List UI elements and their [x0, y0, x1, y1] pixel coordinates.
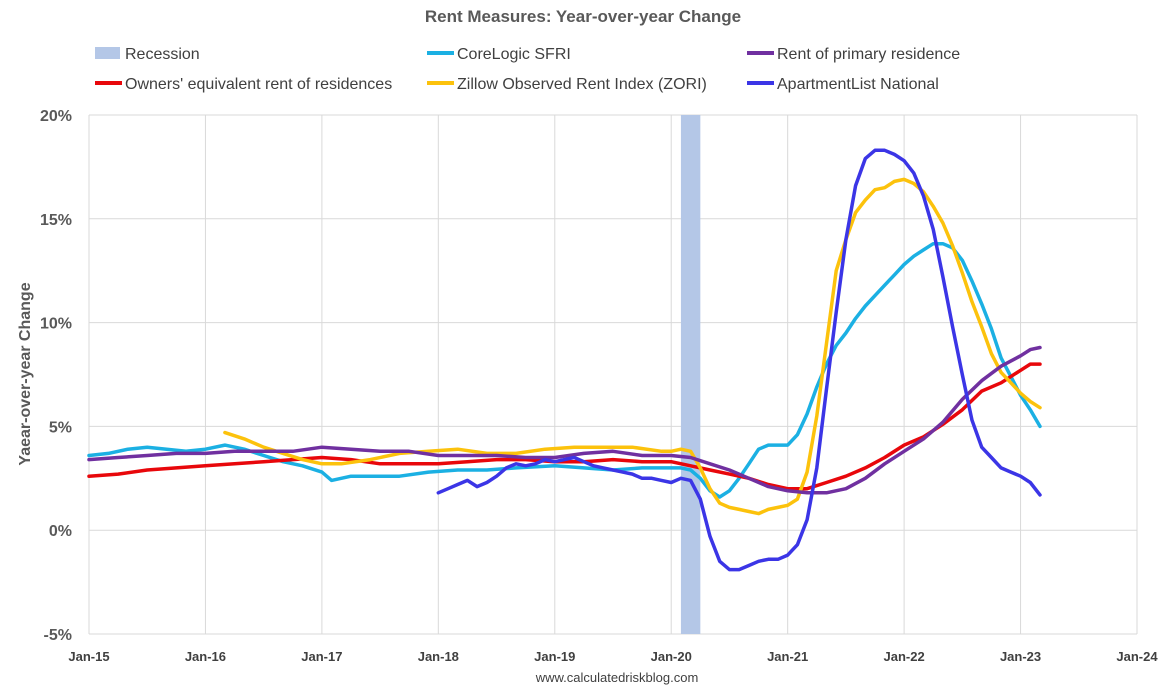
x-tick-label: Jan-16 [185, 649, 226, 664]
y-tick-label: 10% [40, 316, 72, 333]
x-tick-label: Jan-21 [767, 649, 808, 664]
legend-label-zillow-observed-rent-index-zori: Zillow Observed Rent Index (ZORI) [457, 76, 707, 93]
series-line-corelogic-sfri [87, 241, 1042, 499]
legend-swatch-recession [95, 47, 120, 59]
series-layer [87, 148, 1042, 572]
series-line-rent-of-primary-residence [87, 345, 1042, 495]
y-tick-label: 5% [49, 419, 72, 436]
legend: Recession CoreLogic SFRI Rent of primary r… [95, 46, 960, 93]
y-axis-label: Yaear-over-year Change [17, 282, 34, 465]
x-tick-label: Jan-19 [534, 649, 575, 664]
series-line-zillow-observed-rent-index-zori [223, 177, 1042, 516]
x-axis-ticks: Jan-15 Jan-16 Jan-17 Jan-18 Jan-19 Jan-20 Jan-… [68, 649, 1158, 664]
x-tick-label: Jan-15 [68, 649, 109, 664]
grid [88, 114, 1138, 635]
x-tick-label: Jan-20 [651, 649, 692, 664]
legend-label-rent-of-primary-residence: Rent of primary residence [777, 46, 960, 63]
x-tick-label: Jan-23 [1000, 649, 1041, 664]
y-tick-label: 20% [40, 108, 72, 125]
x-tick-label: Jan-18 [418, 649, 459, 664]
x-tick-label: Jan-17 [301, 649, 342, 664]
x-tick-label: Jan-24 [1116, 649, 1158, 664]
legend-label-owners-equivalent-rent-of-residences: Owners' equivalent rent of residences [125, 76, 392, 93]
source-credit: www.calculatedriskblog.com [535, 670, 699, 685]
legend-label-corelogic-sfri: CoreLogic SFRI [457, 46, 571, 63]
y-axis-ticks: -5% 0% 5% 10% 15% 20% [40, 108, 72, 644]
recession-layer [680, 115, 701, 634]
x-tick-label: Jan-22 [884, 649, 925, 664]
recession-band [680, 115, 701, 634]
y-tick-label: 0% [49, 523, 72, 540]
series-line-apartmentlist-national [436, 148, 1042, 572]
chart-title: Rent Measures: Year-over-year Change [425, 7, 741, 26]
legend-label-apartmentlist-national: ApartmentList National [777, 76, 939, 93]
legend-label-recession: Recession [125, 46, 200, 63]
y-tick-label: -5% [44, 627, 72, 644]
y-tick-label: 15% [40, 212, 72, 229]
